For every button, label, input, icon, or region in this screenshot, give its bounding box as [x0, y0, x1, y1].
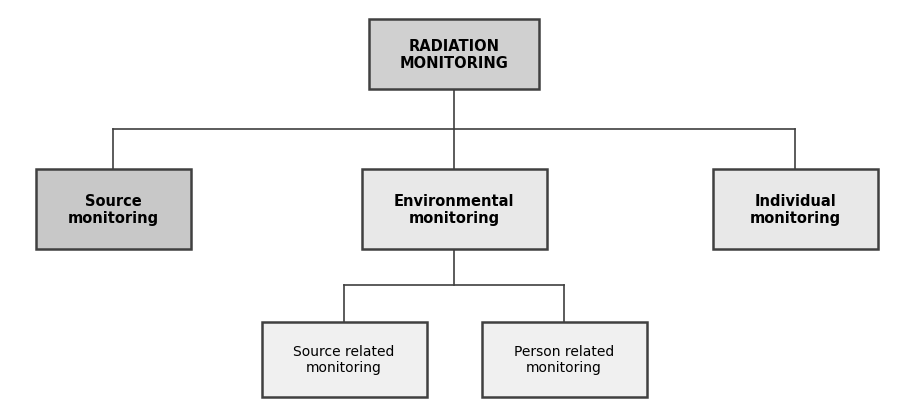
FancyBboxPatch shape — [713, 170, 877, 249]
FancyBboxPatch shape — [35, 170, 191, 249]
FancyBboxPatch shape — [481, 322, 646, 396]
Text: Source related
monitoring: Source related monitoring — [293, 344, 395, 374]
Text: Individual
monitoring: Individual monitoring — [749, 193, 841, 225]
FancyBboxPatch shape — [369, 20, 539, 90]
Text: Source
monitoring: Source monitoring — [67, 193, 159, 225]
FancyBboxPatch shape — [262, 322, 427, 396]
FancyBboxPatch shape — [361, 170, 547, 249]
Text: Environmental
monitoring: Environmental monitoring — [394, 193, 514, 225]
Text: Person related
monitoring: Person related monitoring — [514, 344, 614, 374]
Text: RADIATION
MONITORING: RADIATION MONITORING — [400, 39, 508, 71]
